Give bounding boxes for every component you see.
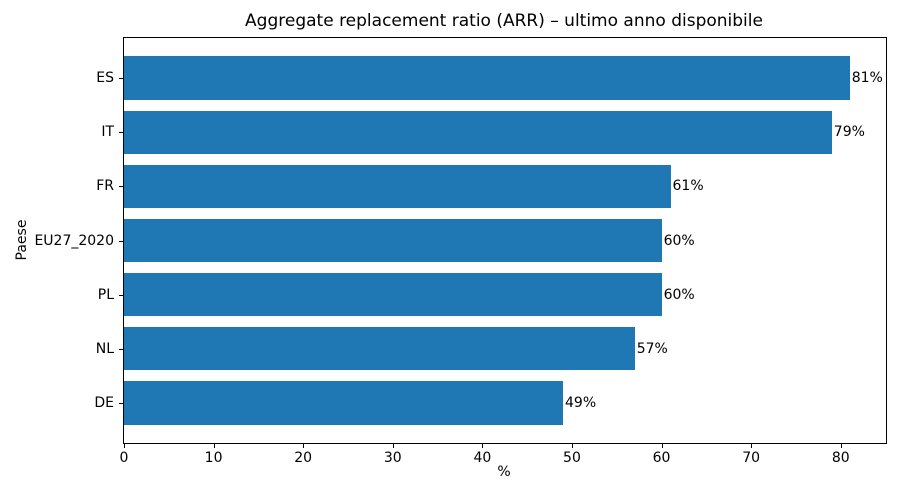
xtick-label-60: 60 [652,450,671,466]
xtick-mark [303,444,305,448]
ytick-mark [119,78,123,80]
xtick-mark [840,444,842,448]
xtick-label-10: 10 [204,450,223,466]
bar-de [124,381,563,425]
xtick-mark [482,444,484,448]
xtick-mark [571,444,573,448]
ytick-label-es: ES [96,70,114,87]
ytick-label-it: IT [101,124,114,141]
ytick-label-nl: NL [95,340,114,357]
ytick-mark [119,240,123,242]
xtick-mark [213,444,215,448]
xtick-label-0: 0 [119,450,129,466]
bar-eu27_2020 [124,218,662,263]
xtick-label-70: 70 [742,450,761,466]
bar-value-label-it: 79% [833,124,865,141]
xtick-mark [392,444,394,448]
bar-pl [124,272,662,317]
xtick-label-50: 50 [563,450,581,466]
bar-es [124,56,850,100]
bar-value-label-nl: 57% [636,340,668,357]
bar-value-label-de: 49% [565,394,597,411]
bar-value-label-es: 81% [851,70,883,87]
bar-value-label-fr: 61% [672,178,704,195]
xtick-mark [661,444,663,448]
ytick-mark [119,294,123,296]
xtick-label-80: 80 [831,450,850,466]
ytick-label-pl: PL [97,286,114,303]
ytick-label-eu27_2020: EU27_2020 [34,232,114,249]
chart-title: Aggregate replacement ratio (ARR) – ulti… [245,11,763,31]
xtick-label-20: 20 [294,450,313,466]
ytick-label-fr: FR [96,178,114,195]
xtick-mark [124,444,125,448]
x-axis-label: % [497,464,511,480]
bar-fr [124,164,671,208]
ytick-label-de: DE [94,394,114,411]
bar-it [124,110,832,154]
xtick-label-30: 30 [383,450,402,466]
xtick-mark [751,444,753,448]
ytick-mark [119,132,123,134]
xtick-label-40: 40 [473,450,492,466]
ytick-mark [119,186,123,188]
bar-value-label-eu27_2020: 60% [663,232,695,249]
bar-nl [124,327,635,371]
ytick-mark [119,402,123,404]
plot-area: 81% 79% 61% 60% 60% 57% 49% [123,37,887,444]
ytick-mark [119,348,123,350]
bar-value-label-pl: 60% [663,286,695,303]
